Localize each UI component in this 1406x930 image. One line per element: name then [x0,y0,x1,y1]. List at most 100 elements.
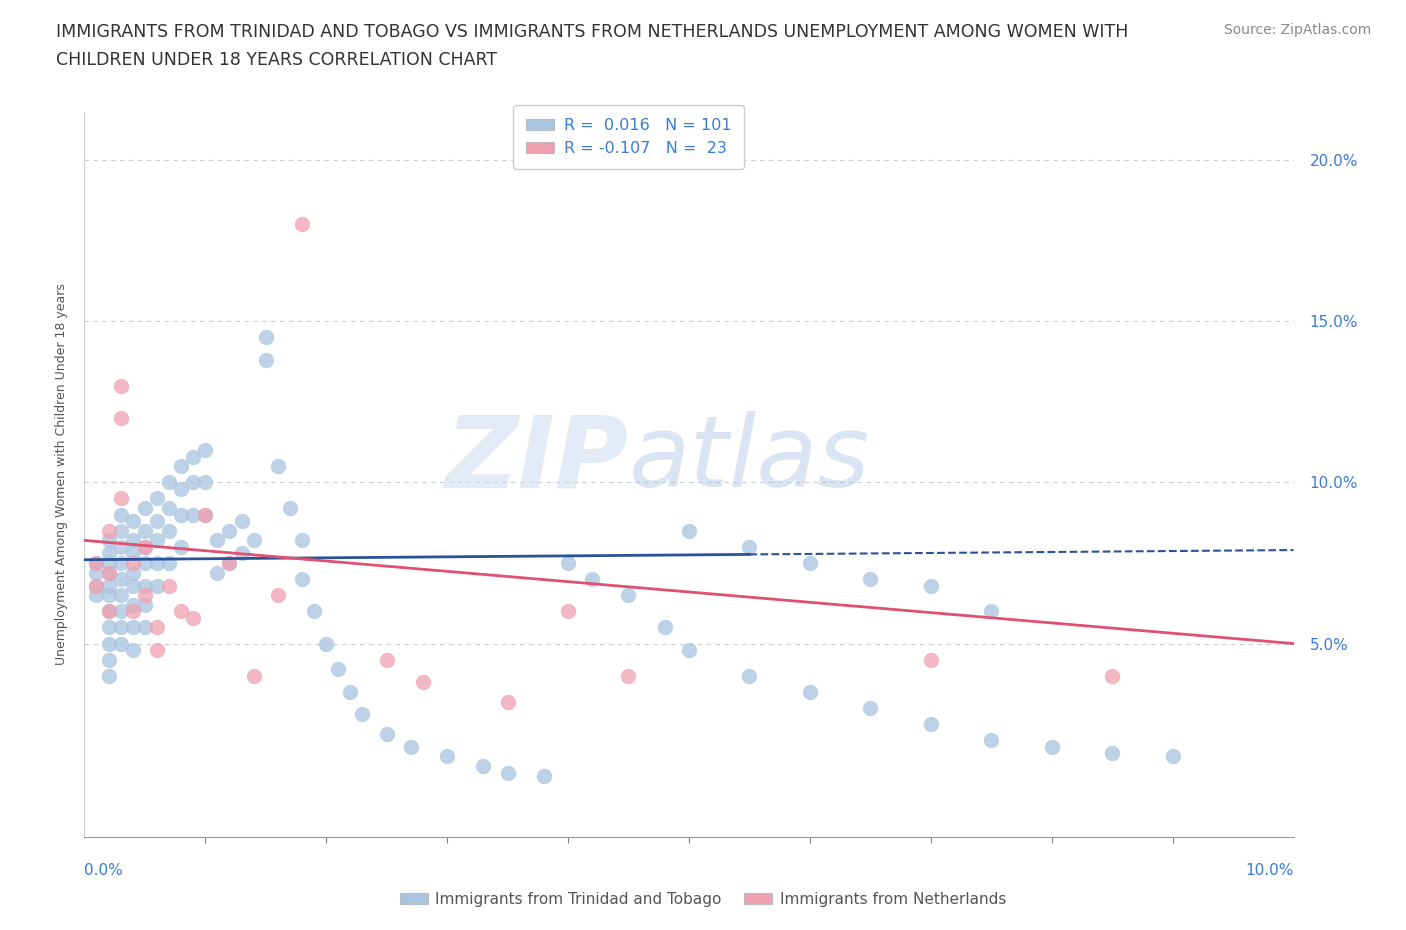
Point [121,578,143,593]
Point [86,578,108,593]
Point [920,717,942,732]
Point [980,733,1002,748]
Point [181,610,204,625]
Point [97,652,120,667]
Point [146,643,169,658]
Point [496,694,519,709]
Point [157,555,180,570]
Point [97,565,120,580]
Point [146,513,169,528]
Point [678,643,700,658]
Point [231,546,253,561]
Point [134,500,156,515]
Point [134,555,156,570]
Point [86,578,108,593]
Point [146,555,169,570]
Point [121,620,143,635]
Point [134,539,156,554]
Point [557,555,579,570]
Point [194,475,217,490]
Text: CHILDREN UNDER 18 YEARS CORRELATION CHART: CHILDREN UNDER 18 YEARS CORRELATION CHAR… [56,51,498,69]
Point [97,565,120,580]
Point [157,475,180,490]
Point [97,604,120,618]
Point [617,669,640,684]
Point [170,539,193,554]
Point [291,572,314,587]
Point [157,524,180,538]
Point [291,533,314,548]
Point [110,507,132,522]
Point [920,578,942,593]
Point [134,524,156,538]
Point [110,588,132,603]
Point [110,524,132,538]
Point [110,604,132,618]
Point [97,524,120,538]
Point [110,539,132,554]
Point [980,604,1002,618]
Point [799,555,821,570]
Point [110,620,132,635]
Point [218,524,240,538]
Point [134,620,156,635]
Point [110,379,132,393]
Point [121,604,143,618]
Point [121,565,143,580]
Point [97,669,120,684]
Point [86,565,108,580]
Point [654,620,676,635]
Point [157,578,180,593]
Point [339,684,361,699]
Point [738,669,761,684]
Point [302,604,325,618]
Text: atlas: atlas [628,411,870,509]
Point [678,524,700,538]
Point [254,330,277,345]
Point [267,458,290,473]
Point [242,669,264,684]
Text: ZIP: ZIP [446,411,628,509]
Point [231,513,253,528]
Point [859,700,882,715]
Point [97,636,120,651]
Point [86,555,108,570]
Point [121,533,143,548]
Y-axis label: Unemployment Among Women with Children Under 18 years: Unemployment Among Women with Children U… [55,284,67,665]
Point [97,578,120,593]
Point [121,555,143,570]
Point [134,597,156,612]
Point [859,572,882,587]
Point [738,539,761,554]
Point [242,533,264,548]
Point [97,555,120,570]
Point [110,491,132,506]
Text: Source: ZipAtlas.com: Source: ZipAtlas.com [1223,23,1371,37]
Point [110,572,132,587]
Point [110,410,132,425]
Point [194,443,217,458]
Point [1161,749,1184,764]
Point [436,749,458,764]
Point [170,507,193,522]
Point [170,482,193,497]
Point [581,572,603,587]
Point [97,604,120,618]
Point [157,500,180,515]
Text: 0.0%: 0.0% [84,863,124,878]
Point [146,620,169,635]
Point [194,507,217,522]
Point [218,555,240,570]
Point [121,513,143,528]
Point [97,546,120,561]
Legend: R =  0.016   N = 101, R = -0.107   N =  23: R = 0.016 N = 101, R = -0.107 N = 23 [513,105,744,168]
Point [207,533,229,548]
Point [472,759,495,774]
Point [412,675,434,690]
Point [533,768,555,783]
Point [97,620,120,635]
Point [86,588,108,603]
Point [134,588,156,603]
Point [496,765,519,780]
Point [617,588,640,603]
